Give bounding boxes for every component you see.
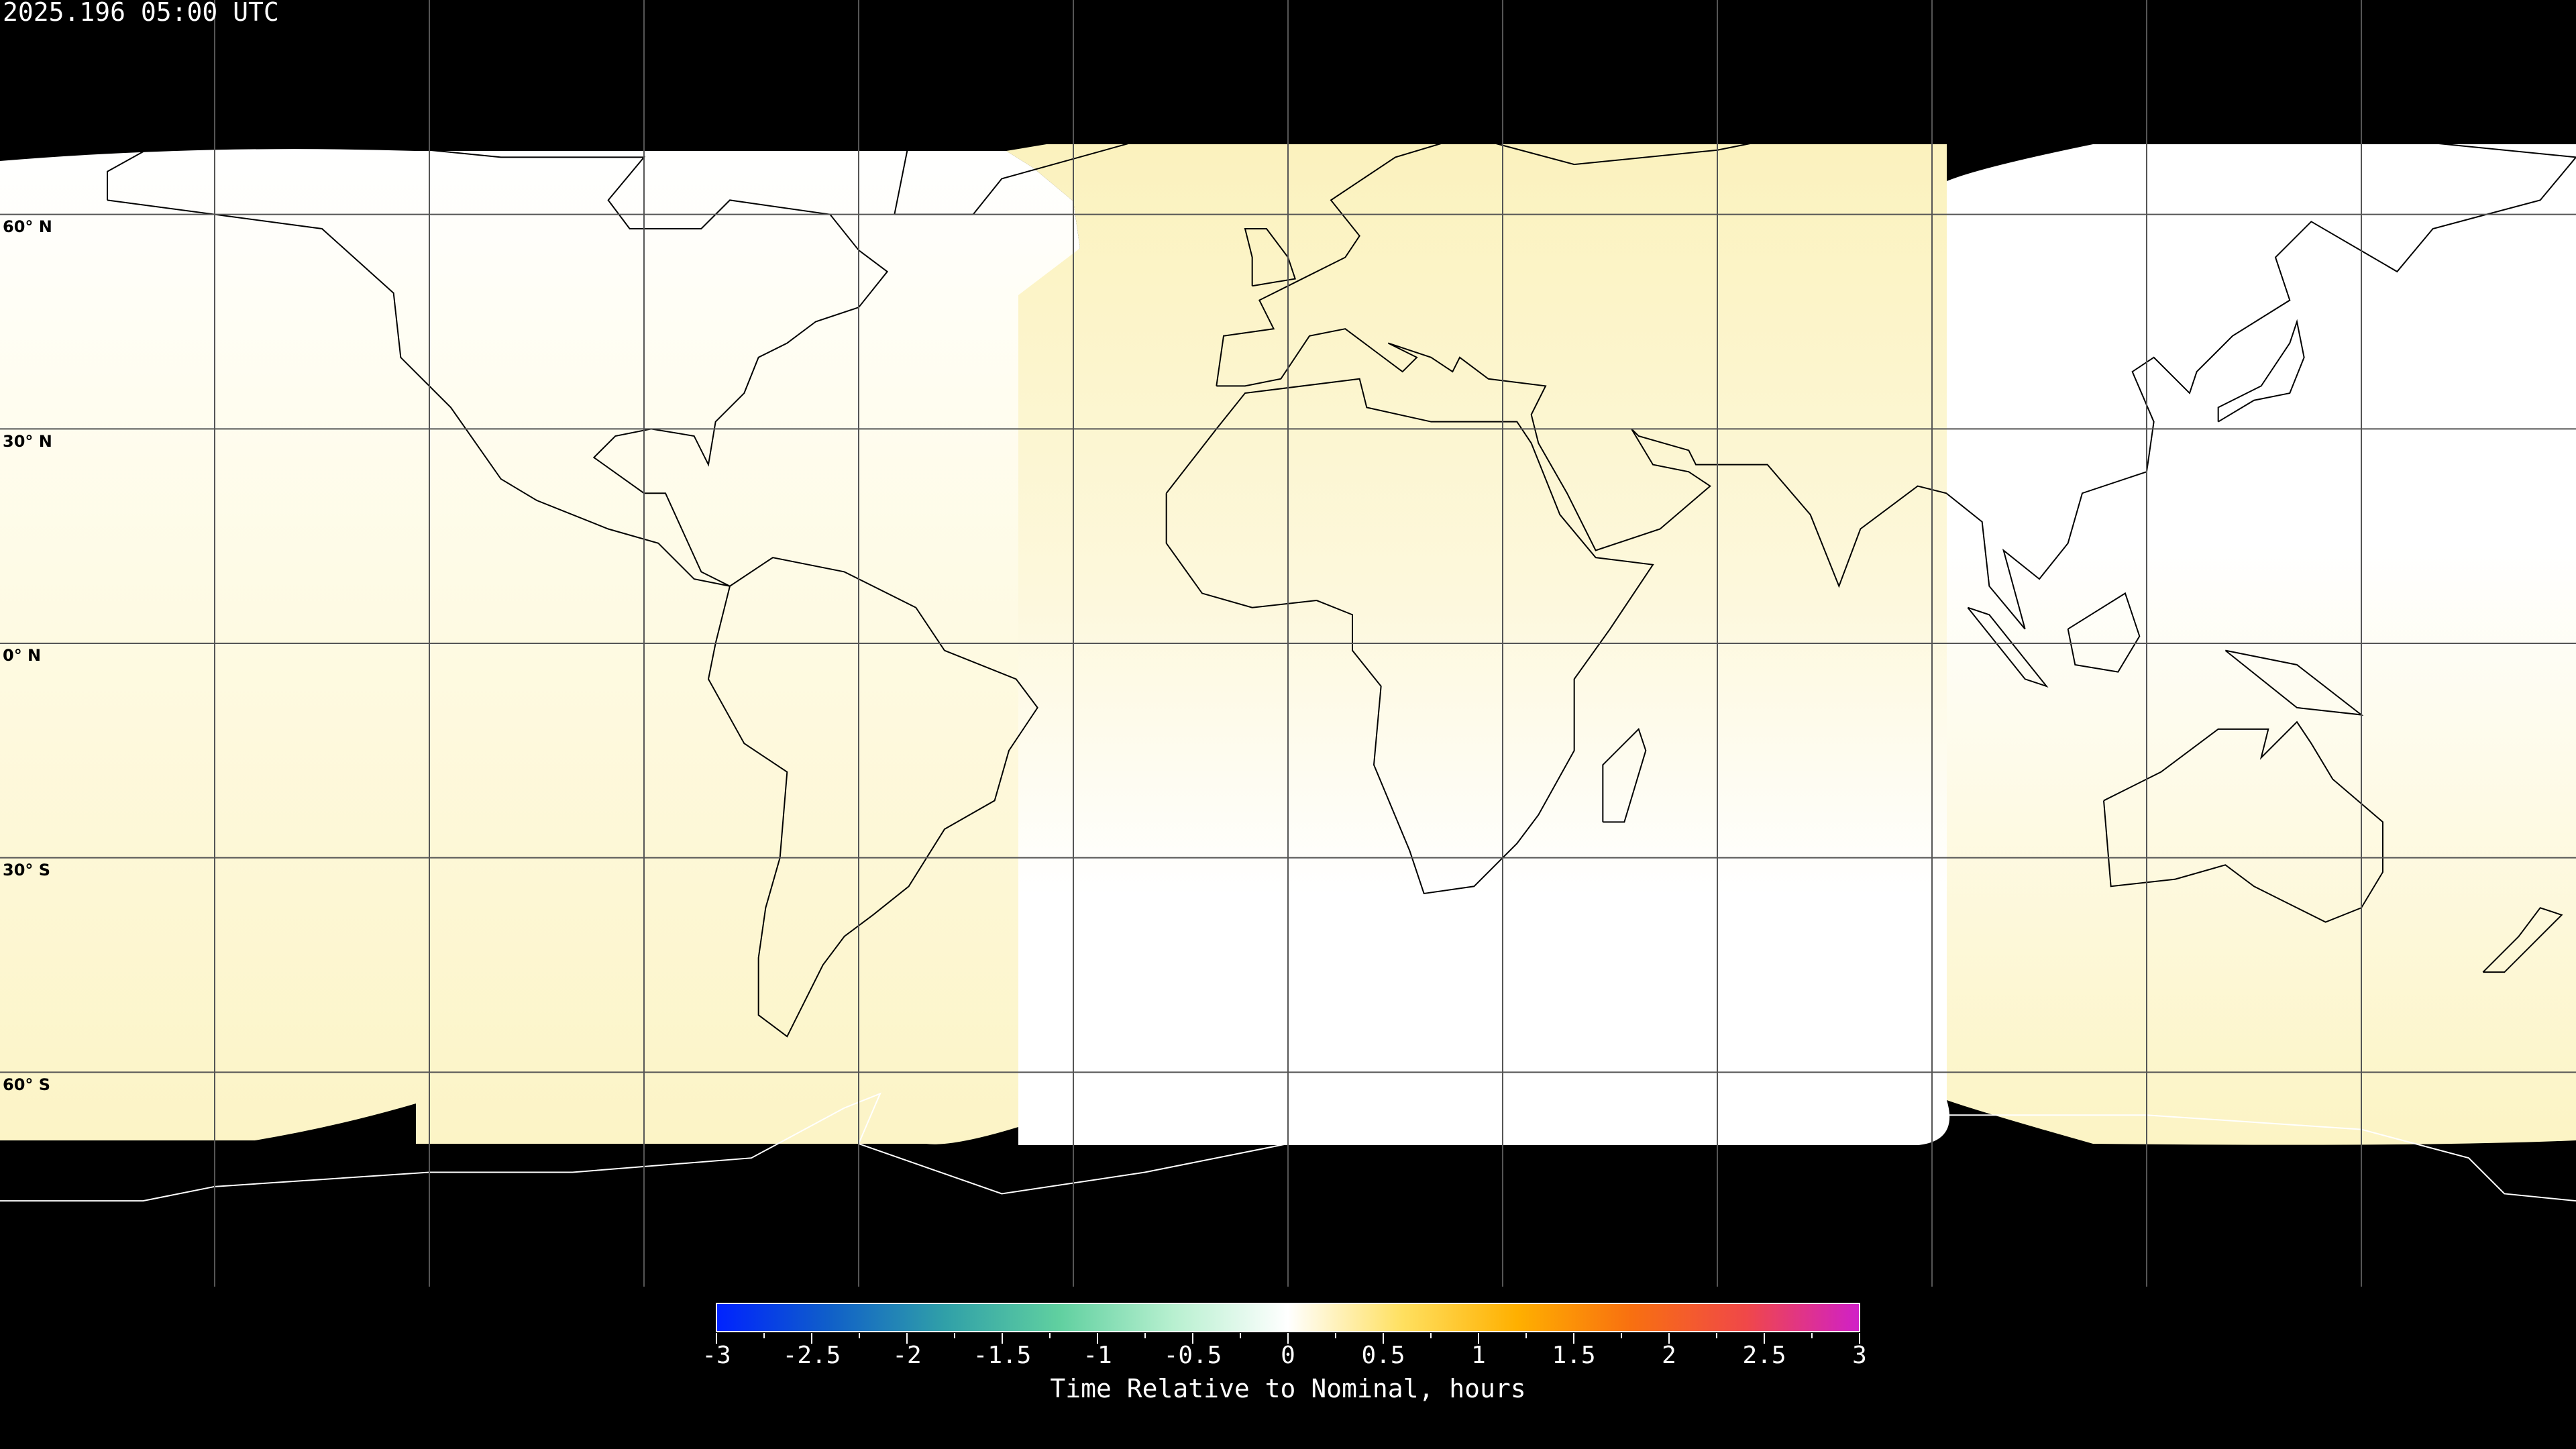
lat-label-30n: 30° N	[3, 432, 52, 451]
lat-label-0n: 0° N	[3, 646, 42, 665]
lat-label-60n: 60° N	[3, 217, 52, 236]
coverage-region-asia-pacific	[1947, 144, 2576, 1145]
coastline-sumatra	[1967, 606, 2049, 688]
coastline-madagascar	[1602, 728, 1647, 823]
colorbar-title: Time Relative to Nominal, hours	[1050, 1374, 1526, 1403]
coastline-japan	[2217, 319, 2305, 423]
colorbar	[716, 1303, 1860, 1332]
colorbar-tick-label: -1.5	[973, 1342, 1032, 1369]
coastline-africa	[1165, 378, 1654, 895]
coastline-greenland	[770, 42, 1161, 215]
colorbar-tick-label: -1	[1083, 1342, 1112, 1369]
colorbar-tick-label: 0	[1281, 1342, 1295, 1369]
colorbar-tick-label: -3	[702, 1342, 731, 1369]
colorbar-ticks	[716, 1333, 1860, 1344]
coastline-australia	[2103, 720, 2383, 923]
colorbar-tick-label: 1.5	[1552, 1342, 1596, 1369]
lat-label-60s: 60° S	[3, 1075, 51, 1094]
coastline-north-america	[107, 135, 889, 587]
colorbar-tick-label: 2.5	[1742, 1342, 1786, 1369]
colorbar-tick-label: -2.5	[782, 1342, 841, 1369]
colorbar-tick-label: 1	[1471, 1342, 1486, 1369]
coastline-eurasia	[1216, 92, 2576, 630]
graticule	[0, 0, 2576, 1287]
coastline-british-isles	[1244, 227, 1296, 287]
colorbar-tick-label: -0.5	[1163, 1342, 1222, 1369]
coastline-borneo	[2067, 592, 2141, 673]
colorbar-tick-label: -2	[892, 1342, 922, 1369]
colorbar-tick-label: 0.5	[1361, 1342, 1405, 1369]
coastlines	[107, 42, 2576, 1038]
coverage-region-americas	[0, 149, 1080, 1144]
coastline-south-america	[707, 557, 1038, 1038]
colorbar-tick-label: 2	[1662, 1342, 1676, 1369]
coastline-new-zealand	[2482, 907, 2563, 973]
coverage-region-europe-africa	[1006, 144, 1950, 1145]
lat-label-30s: 30° S	[3, 861, 51, 879]
map-title: 2025.196 05:00 UTC	[3, 0, 279, 27]
colorbar-tick-label: 3	[1852, 1342, 1867, 1369]
